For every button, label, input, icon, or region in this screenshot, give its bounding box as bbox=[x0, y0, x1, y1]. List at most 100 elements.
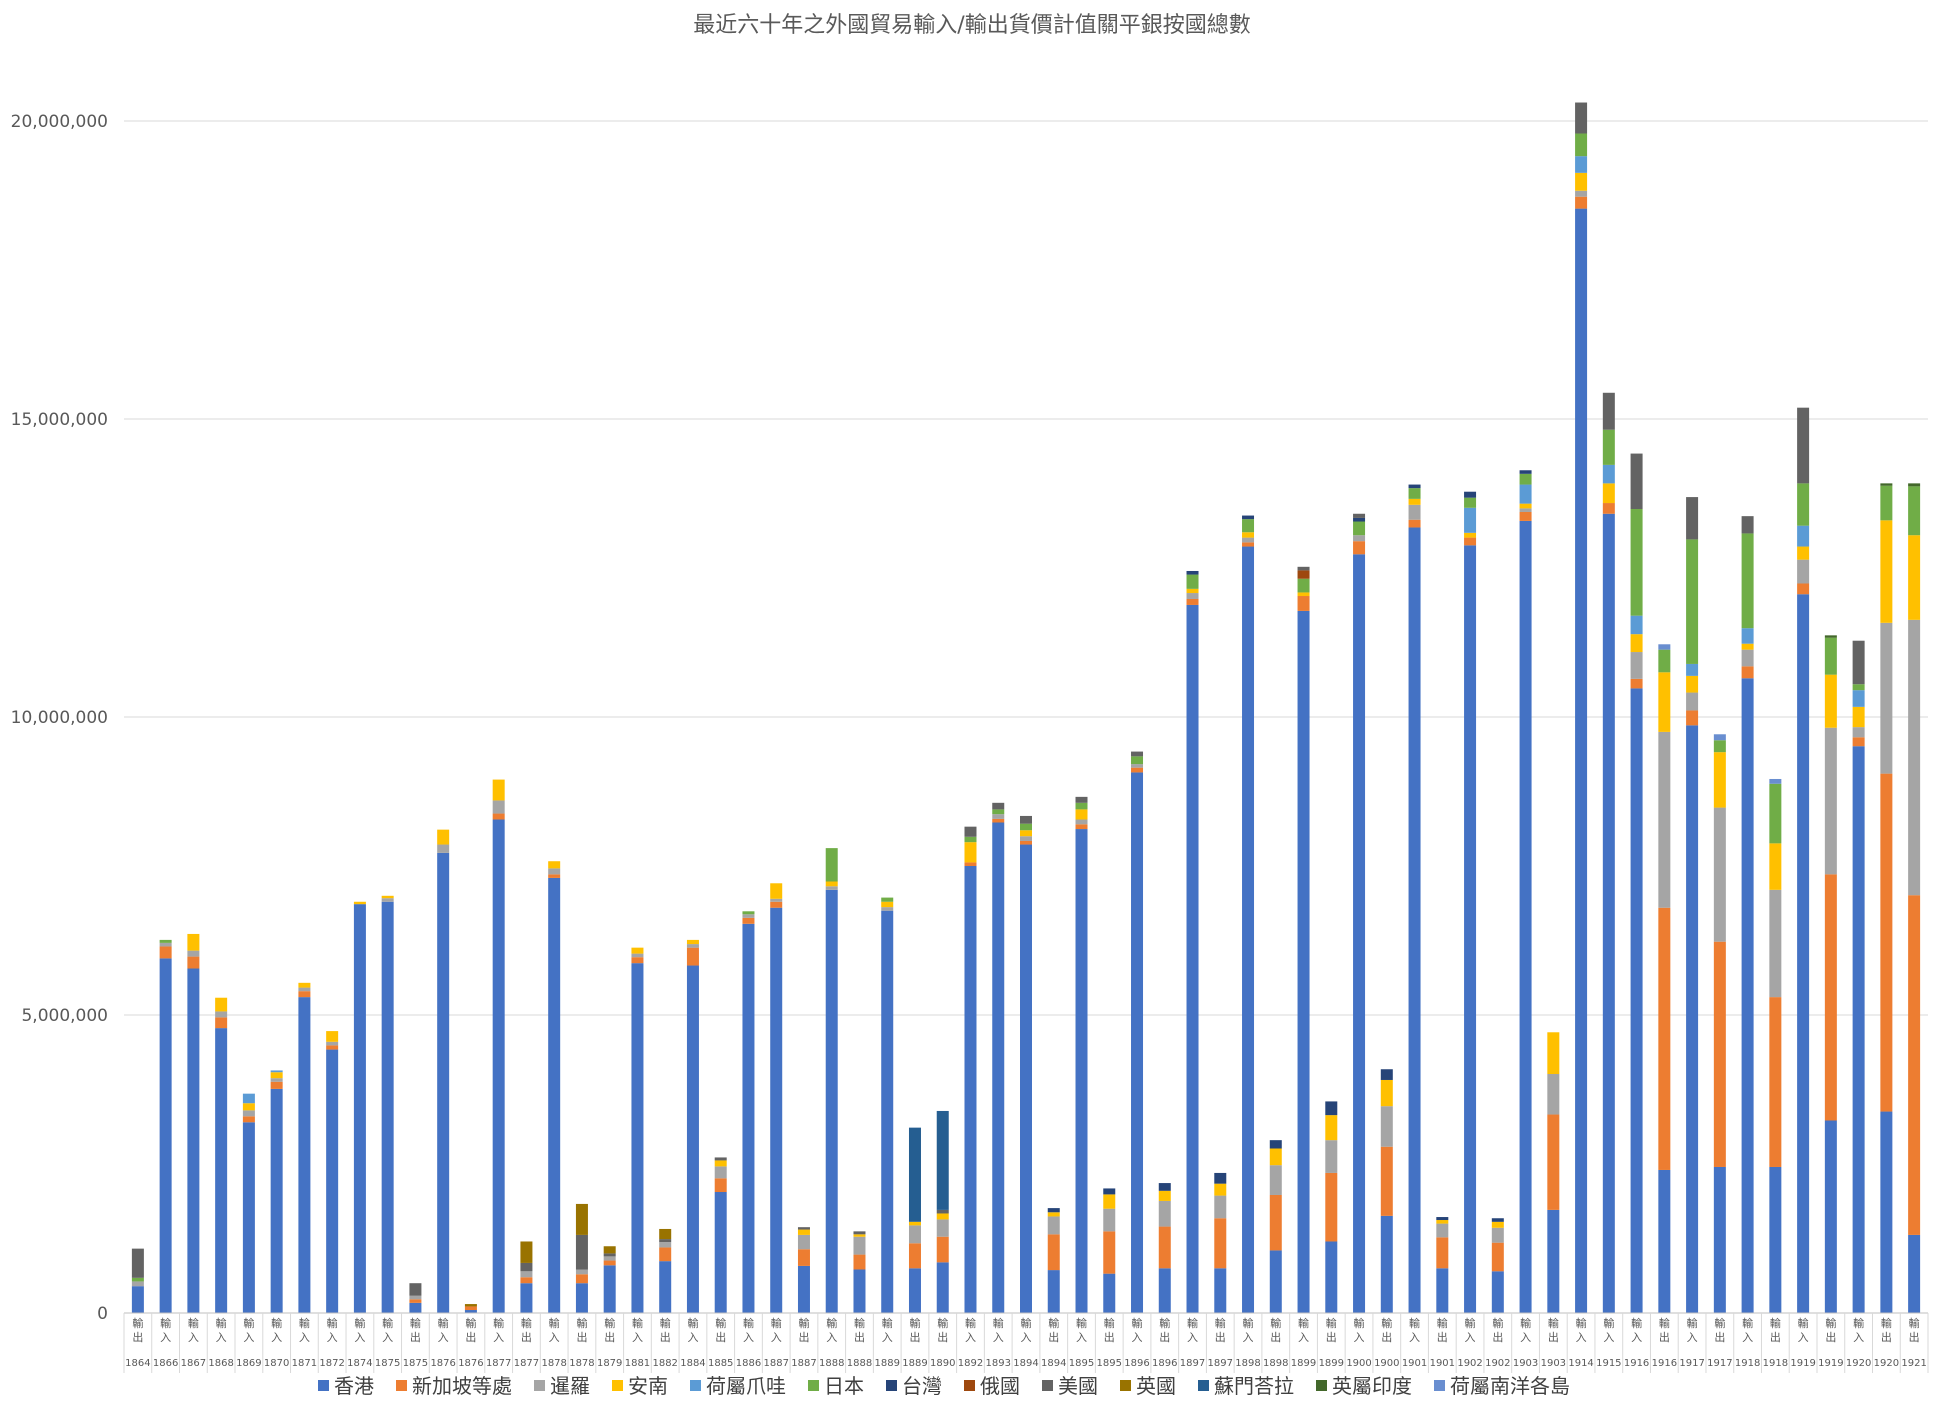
bar-segment-安南 bbox=[187, 933, 200, 951]
bar-segment-英屬印度 bbox=[1824, 635, 1837, 638]
bar-segment-新加坡等處 bbox=[1353, 541, 1366, 555]
legend-label: 蘇門荅拉 bbox=[1214, 1374, 1294, 1398]
x-year-label: 1878 bbox=[569, 1358, 594, 1369]
bar-segment-安南 bbox=[1408, 498, 1421, 505]
bar-segment-日本 bbox=[1852, 684, 1865, 691]
x-year-label: 1917 bbox=[1707, 1358, 1732, 1369]
x-flow-label: 輸 bbox=[1853, 1316, 1864, 1330]
bar-segment-新加坡等處 bbox=[159, 946, 172, 959]
x-flow-label: 輸 bbox=[1048, 1316, 1059, 1330]
x-year-label: 1872 bbox=[319, 1358, 344, 1369]
x-flow-label: 出 bbox=[1437, 1330, 1448, 1344]
legend-label: 台灣 bbox=[902, 1374, 942, 1398]
bar-segment-日本 bbox=[1353, 521, 1366, 536]
bar-segment-美國 bbox=[1131, 751, 1144, 757]
bar-segment-新加坡等處 bbox=[1741, 666, 1754, 679]
legend-label: 俄國 bbox=[980, 1374, 1020, 1398]
bar-segment-香港 bbox=[270, 1088, 283, 1313]
bar-segment-暹羅 bbox=[853, 1236, 866, 1255]
bar-segment-暹羅 bbox=[298, 987, 311, 992]
bar-segment-新加坡等處 bbox=[1519, 511, 1532, 521]
legend-swatch bbox=[964, 1380, 975, 1391]
x-flow-label: 出 bbox=[1270, 1330, 1281, 1344]
bar-segment-新加坡等處 bbox=[797, 1249, 810, 1266]
bar-segment-日本 bbox=[1075, 802, 1088, 810]
bar-segment-新加坡等處 bbox=[1713, 941, 1726, 1167]
bar-segment-安南 bbox=[1464, 532, 1477, 538]
bar-segment-日本 bbox=[1630, 509, 1643, 616]
bar-segment-香港 bbox=[631, 963, 644, 1313]
bar-segment-香港 bbox=[1297, 610, 1310, 1313]
bar-segment-新加坡等處 bbox=[631, 957, 644, 964]
bar-segment-安南 bbox=[1020, 830, 1032, 837]
bar-segment-美國 bbox=[1602, 392, 1615, 430]
x-flow-label: 輸 bbox=[909, 1316, 920, 1330]
y-tick-label: 5,000,000 bbox=[21, 1006, 108, 1026]
x-year-label: 1871 bbox=[292, 1358, 317, 1369]
x-flow-label: 出 bbox=[1714, 1330, 1725, 1344]
x-year-label: 1899 bbox=[1291, 1358, 1316, 1369]
bar-segment-安南 bbox=[1880, 520, 1893, 623]
bar-segment-暹羅 bbox=[1075, 819, 1088, 825]
x-flow-label: 出 bbox=[715, 1330, 726, 1344]
x-flow-label: 輸 bbox=[660, 1316, 671, 1330]
legend-swatch bbox=[1042, 1380, 1053, 1391]
x-flow-label: 輸 bbox=[1187, 1316, 1198, 1330]
x-flow-label: 輸 bbox=[1714, 1316, 1725, 1330]
bar-segment-暹羅 bbox=[1575, 190, 1588, 197]
bar-segment-新加坡等處 bbox=[964, 862, 977, 866]
x-flow-label: 入 bbox=[826, 1331, 837, 1344]
bar-segment-美國 bbox=[131, 1248, 144, 1278]
bar-segment-荷屬爪哇 bbox=[1741, 628, 1754, 644]
bar-segment-香港 bbox=[215, 1028, 228, 1313]
bar-segment-香港 bbox=[1769, 1166, 1782, 1313]
bar-segment-美國 bbox=[936, 1209, 949, 1214]
bar-segment-安南 bbox=[1852, 706, 1865, 728]
bar-segment-日本 bbox=[1186, 574, 1199, 589]
bar-segment-暹羅 bbox=[1630, 652, 1643, 679]
bar-segment-香港 bbox=[1575, 208, 1588, 1314]
bar-segment-暹羅 bbox=[242, 1110, 255, 1117]
x-flow-label: 輸 bbox=[188, 1316, 199, 1330]
bar-segment-安南 bbox=[881, 901, 894, 908]
bar-segment-香港 bbox=[853, 1269, 866, 1313]
x-year-label: 1875 bbox=[403, 1358, 428, 1369]
x-flow-label: 出 bbox=[937, 1330, 948, 1344]
x-flow-label: 輸 bbox=[1437, 1316, 1448, 1330]
bar-segment-日本 bbox=[1824, 637, 1837, 675]
bar-segment-台灣 bbox=[1380, 1069, 1393, 1080]
bar-segment-安南 bbox=[1519, 503, 1532, 509]
x-flow-label: 入 bbox=[1603, 1331, 1614, 1344]
bar-segment-安南 bbox=[1491, 1221, 1504, 1228]
x-flow-label: 輸 bbox=[271, 1316, 282, 1330]
bar-segment-暹羅 bbox=[1408, 504, 1421, 520]
x-flow-label: 出 bbox=[1381, 1330, 1392, 1344]
x-year-label: 1889 bbox=[875, 1358, 900, 1369]
bar-segment-新加坡等處 bbox=[1131, 767, 1144, 773]
bar-segment-美國 bbox=[659, 1239, 672, 1243]
bar-segment-暹羅 bbox=[1769, 889, 1782, 998]
legend-swatch bbox=[886, 1380, 897, 1391]
bar-segment-日本 bbox=[1242, 519, 1255, 533]
bar-segment-新加坡等處 bbox=[908, 1243, 921, 1269]
x-year-label: 1878 bbox=[541, 1358, 566, 1369]
bar-segment-香港 bbox=[353, 904, 366, 1313]
bar-segment-日本 bbox=[1297, 578, 1310, 593]
bar-segment-日本 bbox=[1575, 133, 1588, 157]
x-year-label: 1869 bbox=[236, 1358, 261, 1369]
bar-segment-日本 bbox=[964, 836, 977, 843]
x-flow-label: 輸 bbox=[132, 1316, 143, 1330]
bar-segment-安南 bbox=[1325, 1115, 1338, 1141]
x-year-label: 1915 bbox=[1596, 1358, 1621, 1369]
bar-segment-美國 bbox=[1852, 640, 1865, 685]
bar-segment-暹羅 bbox=[742, 914, 755, 918]
x-flow-label: 入 bbox=[1798, 1331, 1809, 1344]
x-year-label: 1916 bbox=[1624, 1358, 1649, 1369]
bar-segment-美國 bbox=[1020, 815, 1032, 824]
bar-segment-香港 bbox=[1852, 746, 1865, 1313]
bar-segment-暹羅 bbox=[603, 1256, 616, 1261]
x-year-label: 1868 bbox=[208, 1358, 233, 1369]
x-flow-label: 輸 bbox=[1409, 1316, 1420, 1330]
bar-segment-暹羅 bbox=[797, 1234, 810, 1250]
bar-segment-安南 bbox=[853, 1234, 866, 1237]
